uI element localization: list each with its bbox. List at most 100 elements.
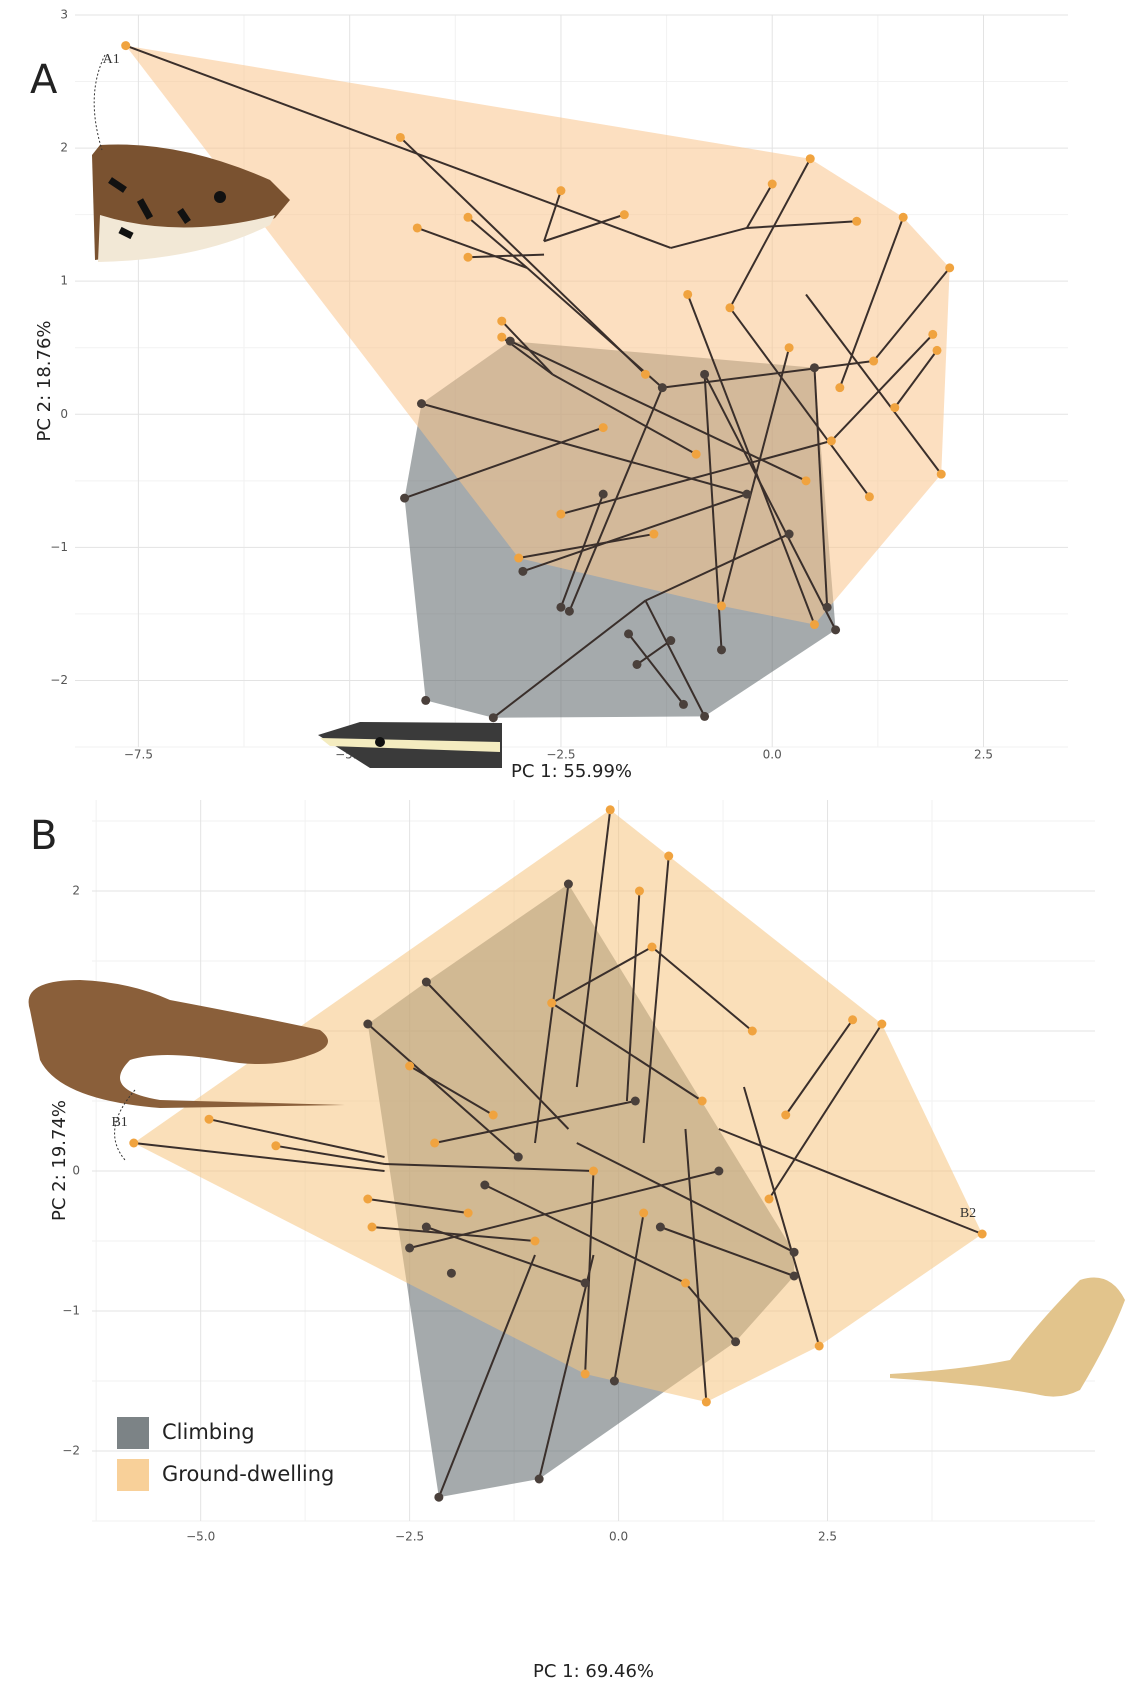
point [865, 492, 874, 501]
point [530, 1237, 539, 1246]
point [405, 1062, 414, 1071]
point [535, 1475, 544, 1484]
point [620, 210, 629, 219]
point [742, 490, 751, 499]
point [271, 1141, 280, 1150]
y-tick-label: −1 [62, 1304, 80, 1318]
point [396, 133, 405, 142]
point [434, 1493, 443, 1502]
point [748, 1027, 757, 1036]
point [785, 530, 794, 539]
point [129, 1139, 138, 1148]
point [937, 470, 946, 479]
point [556, 603, 565, 612]
point [413, 223, 422, 232]
point [631, 1097, 640, 1106]
point [497, 317, 506, 326]
x-tick-label: 2.5 [974, 748, 993, 762]
point [514, 1153, 523, 1162]
point [417, 399, 426, 408]
point [489, 713, 498, 722]
x-tick-label: 0.0 [763, 748, 782, 762]
point [599, 490, 608, 499]
y-tick-label: −2 [50, 673, 68, 687]
panel: −7.5−5.0−2.50.02.5−2−10123A1A2APC 1: 55.… [30, 8, 1068, 783]
point [589, 1167, 598, 1176]
point [725, 303, 734, 312]
point [928, 330, 937, 339]
y-tick-label: 2 [72, 884, 80, 898]
x-tick-label: −5.0 [186, 1530, 215, 1544]
point [717, 601, 726, 610]
point [368, 1223, 377, 1232]
point [610, 1377, 619, 1386]
point [765, 1195, 774, 1204]
x-tick-label: −2.5 [546, 748, 575, 762]
point [635, 887, 644, 896]
annotation: B1 [111, 1115, 127, 1130]
point [790, 1248, 799, 1257]
point [781, 1111, 790, 1120]
point [422, 978, 431, 987]
point [945, 263, 954, 272]
point [978, 1230, 987, 1239]
point [664, 852, 673, 861]
y-tick-label: 2 [60, 141, 68, 155]
y-tick-label: 3 [60, 8, 68, 22]
point [785, 343, 794, 352]
point [827, 436, 836, 445]
legend-swatch [117, 1417, 149, 1449]
point [547, 999, 556, 1008]
point [899, 213, 908, 222]
point [683, 290, 692, 299]
point [624, 629, 633, 638]
point [681, 1279, 690, 1288]
y-axis-title: PC 2: 19.74% [49, 1100, 70, 1221]
point [480, 1181, 489, 1190]
y-tick-label: 0 [60, 407, 68, 421]
point [823, 603, 832, 612]
point [717, 645, 726, 654]
point [447, 1269, 456, 1278]
point [810, 363, 819, 372]
point [806, 154, 815, 163]
point [205, 1115, 214, 1124]
point [933, 346, 942, 355]
point [835, 383, 844, 392]
annotation: B2 [960, 1206, 976, 1221]
point [700, 370, 709, 379]
point [363, 1195, 372, 1204]
point [714, 1167, 723, 1176]
point [698, 1097, 707, 1106]
point [518, 567, 527, 576]
point [506, 337, 515, 346]
panel-label: B [30, 813, 57, 859]
point [581, 1279, 590, 1288]
point [648, 943, 657, 952]
y-tick-label: 0 [72, 1164, 80, 1178]
panel-label: A [30, 57, 58, 103]
point [802, 476, 811, 485]
point [400, 494, 409, 503]
point [463, 213, 472, 222]
point [363, 1020, 372, 1029]
point [564, 880, 573, 889]
point [656, 1223, 665, 1232]
point [810, 620, 819, 629]
annotation: A1 [103, 52, 120, 67]
point [514, 554, 523, 563]
point [489, 1111, 498, 1120]
x-tick-label: 0.0 [609, 1530, 628, 1544]
point [852, 217, 861, 226]
plot-layer: −7.5−5.0−2.50.02.5−2−10123A1A2APC 1: 55.… [30, 8, 1095, 1683]
point [877, 1020, 886, 1029]
x-axis-title: PC 1: 55.99% [511, 761, 632, 782]
point [692, 450, 701, 459]
point [422, 1223, 431, 1232]
point [702, 1398, 711, 1407]
y-tick-label: −1 [50, 540, 68, 554]
point [815, 1342, 824, 1351]
figure: −7.5−5.0−2.50.02.5−2−10123A1A2APC 1: 55.… [0, 0, 1126, 1683]
legend-label: Ground-dwelling [162, 1462, 334, 1486]
point [599, 423, 608, 432]
